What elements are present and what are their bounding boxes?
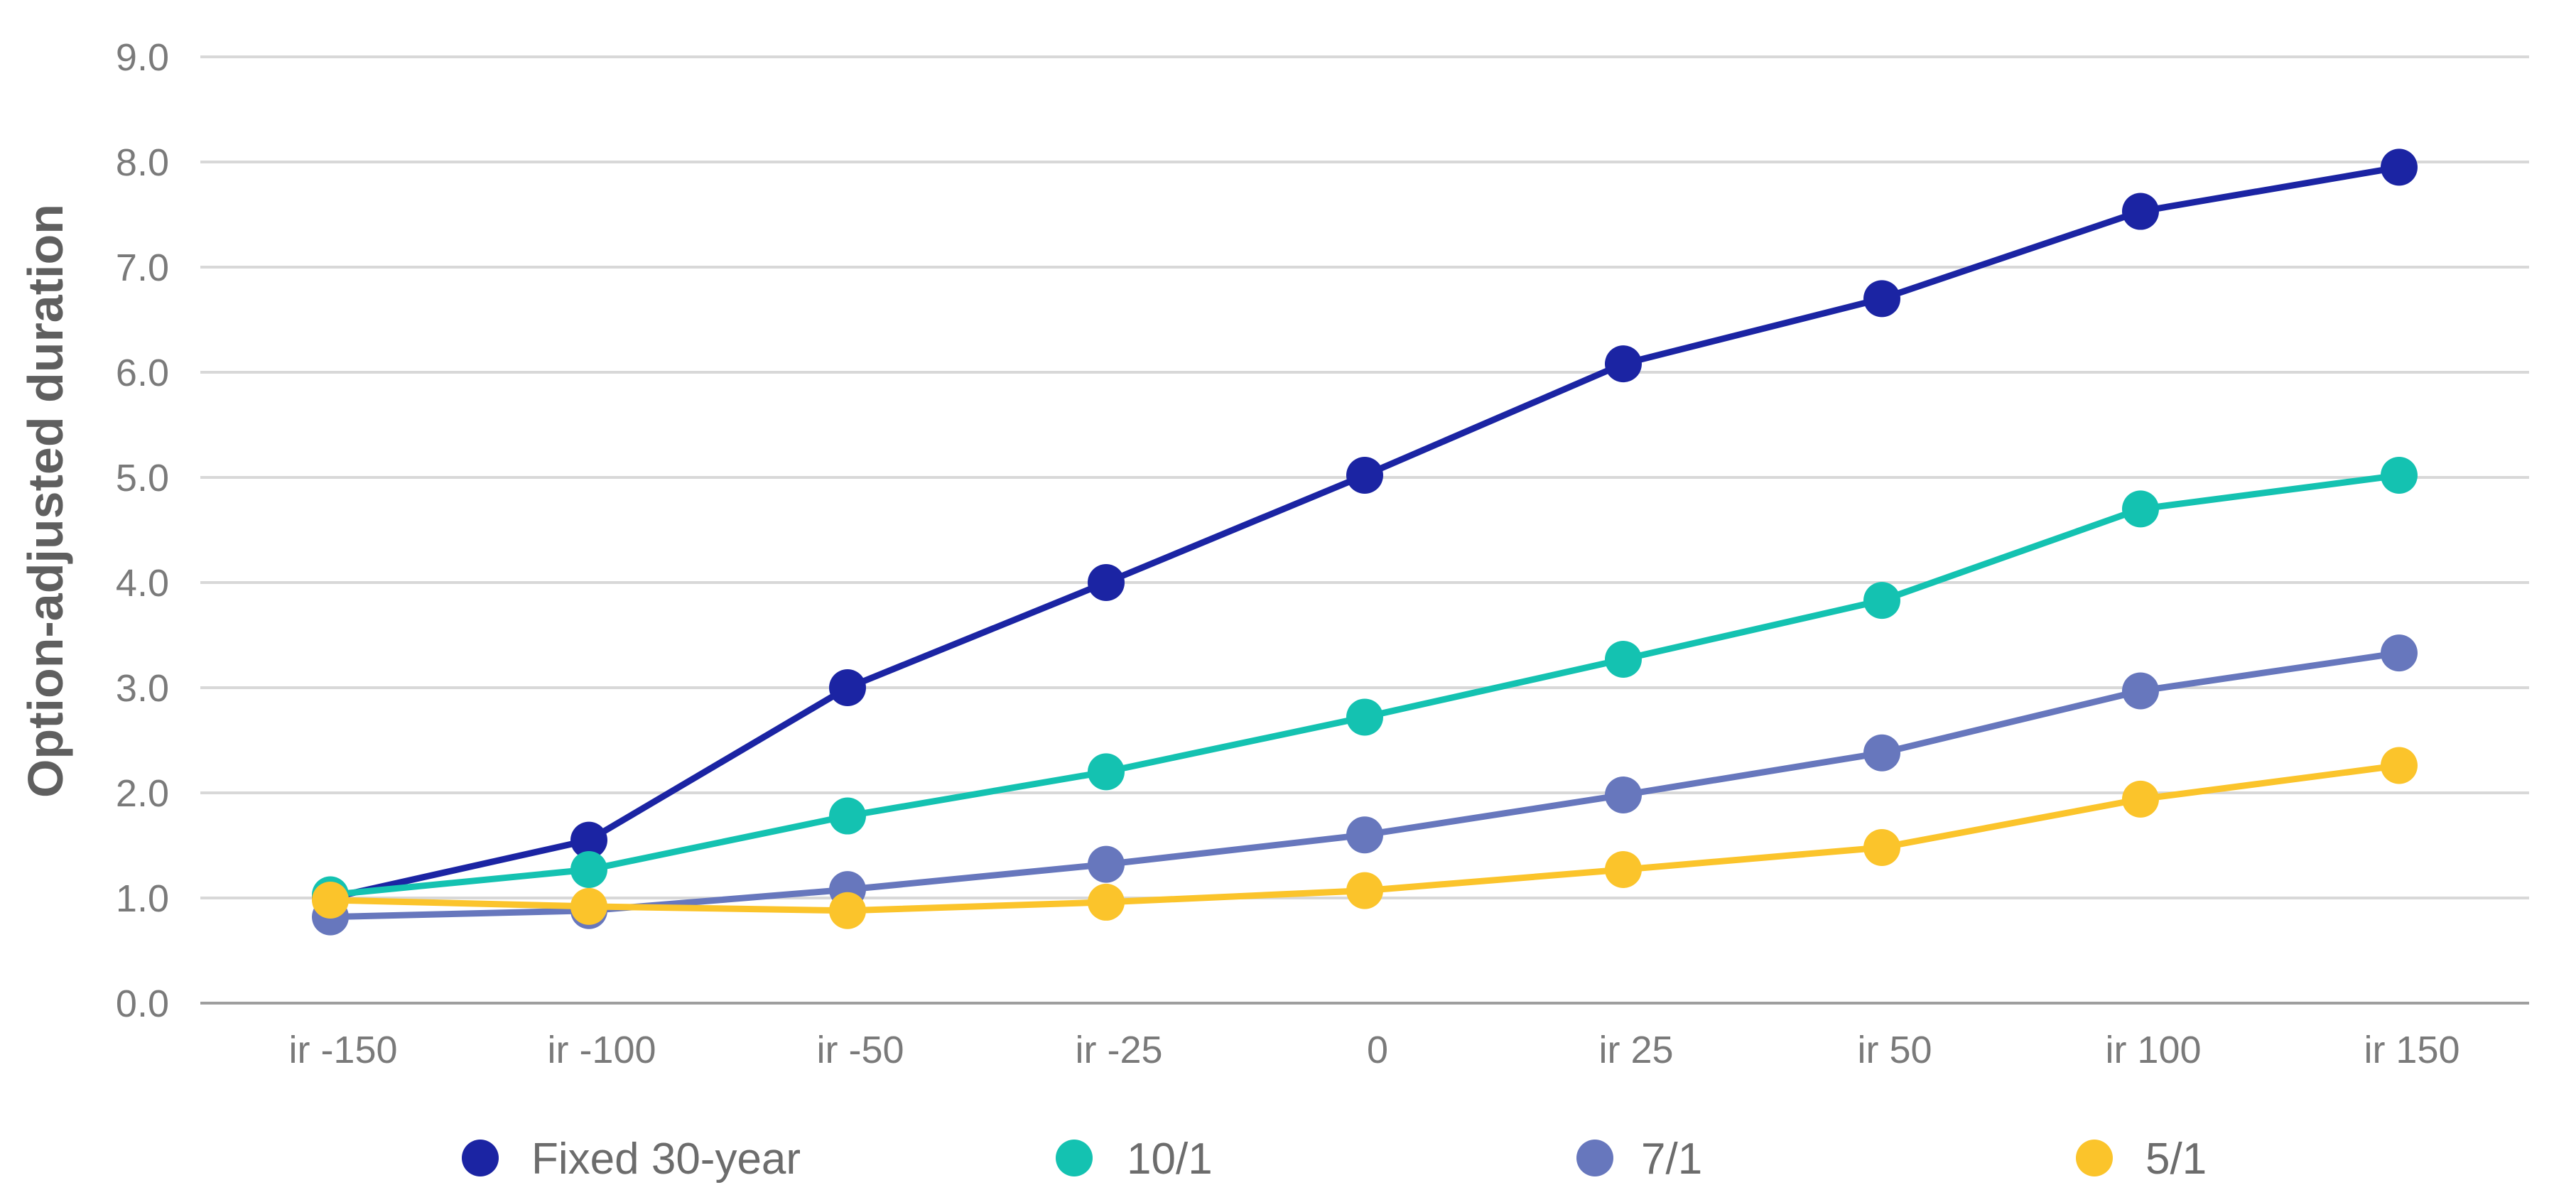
legend-marker — [462, 1140, 499, 1176]
y-tick-label: 9.0 — [116, 36, 169, 79]
data-point — [1605, 345, 1642, 383]
series-fixed-30-year — [312, 148, 2418, 916]
x-tick-label: ir -50 — [816, 1029, 904, 1071]
data-point — [1088, 564, 1125, 601]
legend-label: 7/1 — [1641, 1135, 1702, 1184]
data-point — [2381, 457, 2418, 494]
data-point — [2381, 634, 2418, 672]
y-tick-label: 6.0 — [116, 352, 169, 394]
data-point — [1863, 582, 1900, 619]
x-tick-label: ir 100 — [2105, 1029, 2201, 1071]
data-point — [570, 851, 607, 889]
data-point — [1863, 280, 1900, 318]
y-tick-label: 7.0 — [116, 247, 169, 289]
data-point — [1863, 828, 1900, 866]
data-point — [1088, 883, 1125, 921]
data-point — [2122, 780, 2159, 818]
data-point — [1088, 845, 1125, 883]
data-point — [2122, 193, 2159, 230]
data-point — [1346, 457, 1383, 494]
data-point — [1605, 776, 1642, 813]
data-point — [570, 887, 607, 925]
data-point — [829, 797, 866, 835]
data-point — [1605, 641, 1642, 678]
y-tick-label: 2.0 — [116, 772, 169, 815]
x-tick-label: ir -25 — [1075, 1029, 1162, 1071]
legend: Fixed 30-year 10/1 7/1 5/1 — [462, 1135, 2207, 1184]
series-line — [327, 163, 2403, 902]
data-point — [2381, 747, 2418, 784]
data-point — [1863, 734, 1900, 772]
series-5-1 — [312, 747, 2418, 929]
x-tick-label: ir 50 — [1857, 1029, 1932, 1071]
data-point — [1605, 851, 1642, 889]
y-tick-label: 3.0 — [116, 667, 169, 710]
legend-marker — [2076, 1140, 2113, 1176]
data-point — [1346, 872, 1383, 909]
data-point — [829, 669, 866, 706]
x-tick-label: ir -150 — [288, 1029, 397, 1071]
x-tick-label: 0 — [1367, 1029, 1388, 1071]
data-point — [829, 892, 866, 929]
data-point — [1346, 816, 1383, 854]
y-tick-label: 8.0 — [116, 141, 169, 184]
x-tick-label: ir 25 — [1598, 1029, 1673, 1071]
legend-label: 10/1 — [1127, 1135, 1213, 1184]
y-tick-label: 1.0 — [116, 877, 169, 920]
y-axis-title: Option-adjusted duration — [18, 204, 73, 798]
data-point — [570, 821, 607, 859]
data-point — [1346, 698, 1383, 736]
y-tick-label: 0.0 — [116, 983, 169, 1025]
legend-label: 5/1 — [2145, 1135, 2207, 1184]
data-point — [2122, 672, 2159, 710]
data-point — [2381, 148, 2418, 186]
x-tick-label: ir -100 — [547, 1029, 656, 1071]
y-tick-label: 5.0 — [116, 457, 169, 499]
legend-marker — [1576, 1140, 1613, 1176]
y-tick-label: 4.0 — [116, 562, 169, 605]
legend-marker — [1056, 1140, 1093, 1176]
data-point — [1088, 753, 1125, 791]
series-layer — [312, 148, 2418, 936]
x-tick-label: ir 150 — [2364, 1029, 2459, 1071]
axis-layer: 0.0 1.0 2.0 3.0 4.0 5.0 6.0 7.0 8.0 9.0 ir -150 ir … — [116, 36, 2529, 1071]
data-point — [312, 881, 349, 919]
data-point — [2122, 490, 2159, 528]
legend-label: Fixed 30-year — [531, 1135, 801, 1184]
